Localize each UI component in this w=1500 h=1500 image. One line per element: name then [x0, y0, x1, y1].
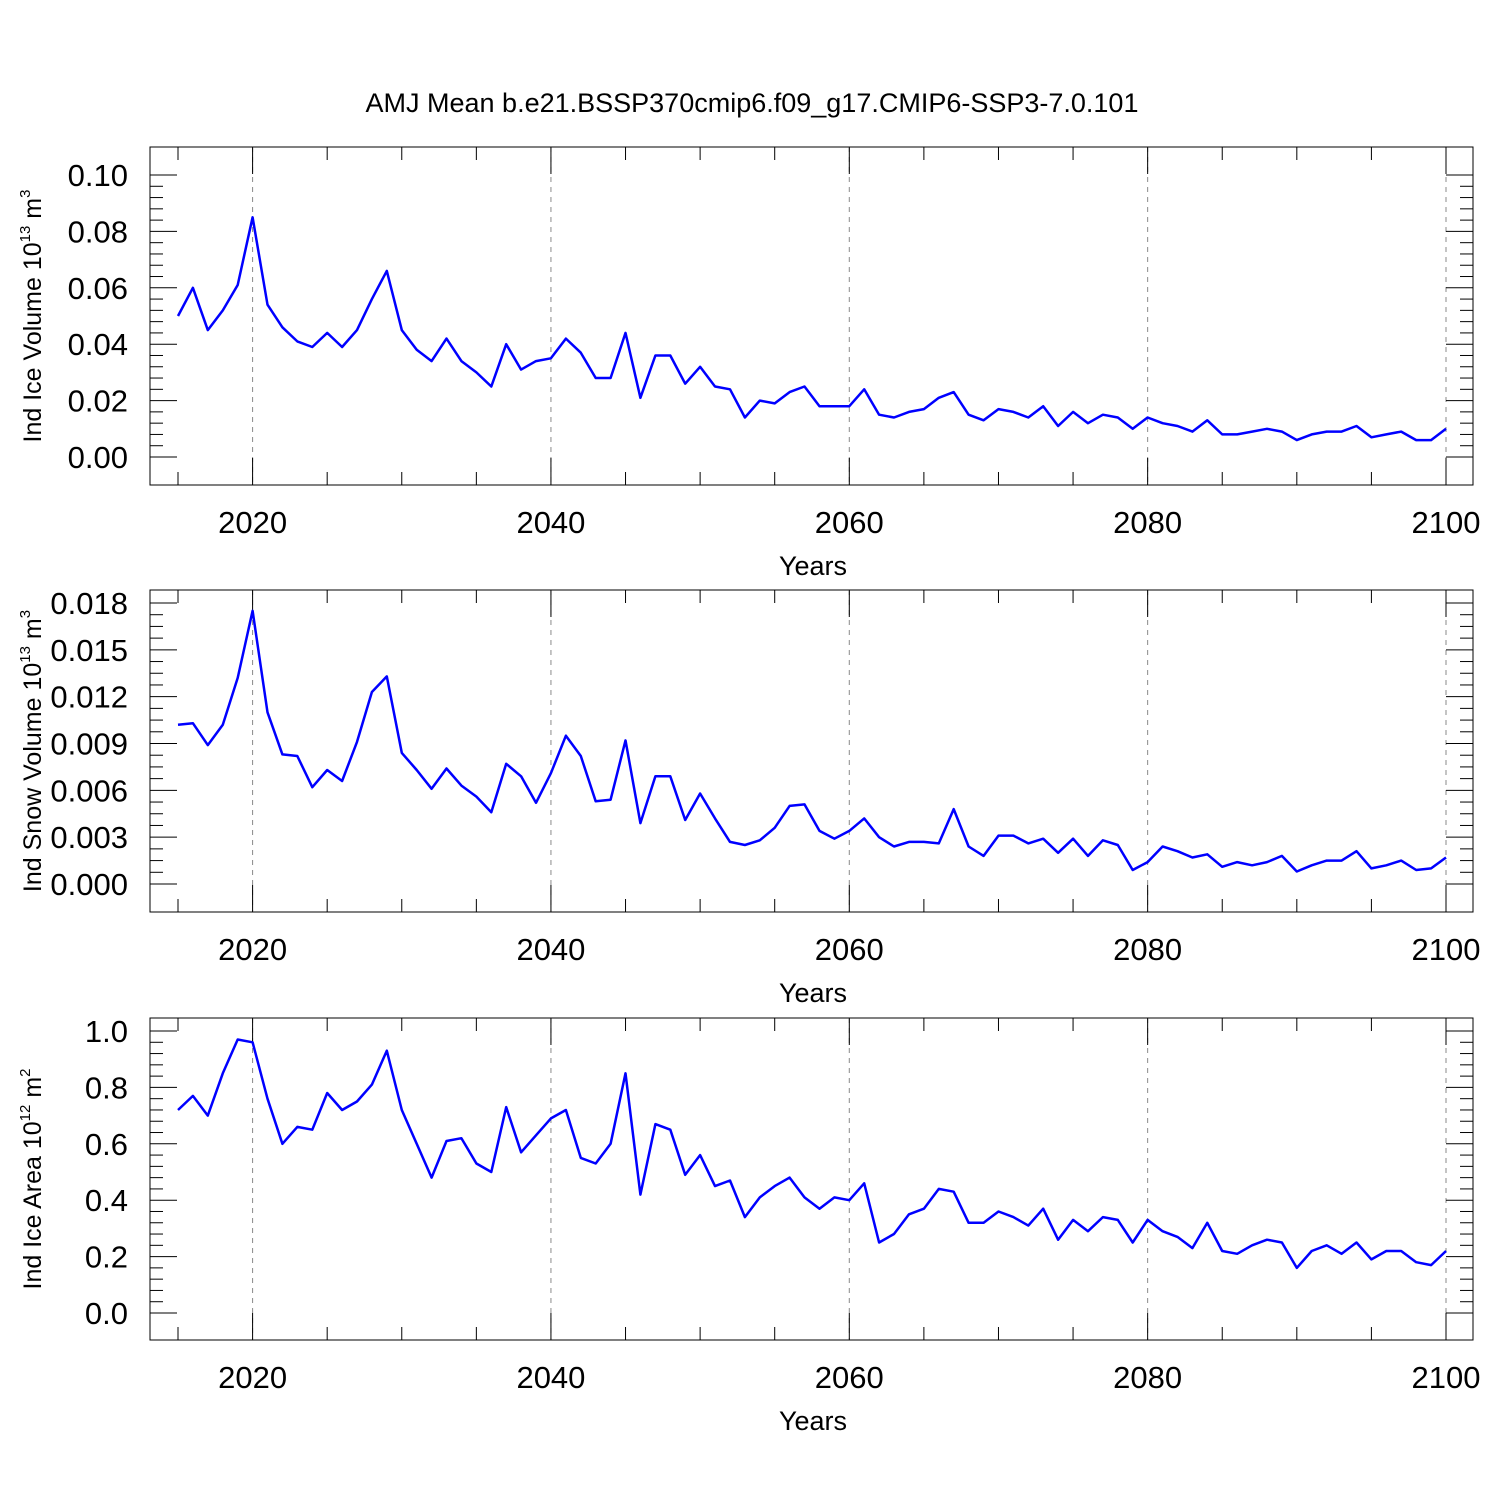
x-tick-label: 2040 — [516, 1360, 585, 1395]
y-tick-label: 0.6 — [85, 1127, 128, 1162]
y-tick-label: 0.4 — [85, 1183, 128, 1218]
plot-frame — [149, 589, 1474, 913]
y-tick-label: 0.0 — [85, 1296, 128, 1331]
y-tick-label: 1.0 — [85, 1014, 128, 1049]
x-axis-label: Years — [779, 551, 847, 581]
x-axis-label: Years — [779, 978, 847, 1008]
y-tick-label: 0.018 — [50, 586, 128, 621]
y-tick-label: 0.06 — [68, 271, 128, 306]
y-axis-label: Ind Snow Volume 1013 m3 — [17, 610, 47, 892]
x-tick-label: 2080 — [1113, 932, 1182, 967]
plot-frame — [149, 146, 1474, 486]
x-tick-label: 2100 — [1412, 1360, 1481, 1395]
chart-panel-3: 2020 2040 2060 2080 2100 0.0 0.2 0.4 0.6 0.8 1.0 Ye… — [17, 1014, 1480, 1436]
x-tick-label: 2100 — [1412, 932, 1481, 967]
x-tick-label: 2040 — [516, 932, 585, 967]
x-tick-label: 2040 — [516, 505, 585, 540]
chart-panel-1: 2020 2040 2060 2080 2100 0.00 0.02 0.04 0.06 0.08… — [17, 146, 1481, 581]
series-line — [177, 1038, 1447, 1270]
y-tick-label: 0.012 — [50, 680, 128, 715]
y-tick-label: 0.2 — [85, 1240, 128, 1275]
x-axis-label: Years — [779, 1406, 847, 1436]
figure-title: AMJ Mean b.e21.BSSP370cmip6.f09_g17.CMIP… — [366, 88, 1139, 118]
x-tick-label: 2020 — [218, 1360, 287, 1395]
y-tick-label: 0.00 — [68, 440, 128, 475]
y-axis-label: Ind Ice Volume 1013 m3 — [17, 190, 47, 443]
chart-panel-2: 2020 2040 2060 2080 2100 0.000 0.003 0.006 0.009… — [17, 586, 1480, 1008]
y-tick-label: 0.000 — [50, 867, 128, 902]
y-tick-label: 0.015 — [50, 633, 128, 668]
y-tick-label: 0.006 — [50, 773, 128, 808]
y-tick-label: 0.10 — [68, 158, 128, 193]
series-line — [176, 216, 1447, 442]
x-tick-label: 2060 — [815, 1360, 884, 1395]
x-tick-label: 2060 — [815, 932, 884, 967]
y-tick-label: 0.8 — [85, 1070, 128, 1105]
x-tick-label: 2060 — [815, 505, 884, 540]
x-tick-label: 2020 — [218, 932, 287, 967]
x-tick-label: 2020 — [218, 505, 287, 540]
y-tick-label: 0.02 — [68, 384, 128, 419]
y-tick-label: 0.003 — [50, 820, 128, 855]
y-axis-label: Ind Ice Area 1012 m2 — [17, 1069, 47, 1290]
x-tick-label: 2100 — [1412, 505, 1481, 540]
panels: 2020 2040 2060 2080 2100 0.00 0.02 0.04 0.06 0.08… — [17, 146, 1481, 1436]
plot-frame — [149, 1017, 1474, 1341]
x-tick-label: 2080 — [1113, 505, 1182, 540]
y-tick-label: 0.009 — [50, 727, 128, 762]
y-tick-label: 0.04 — [68, 327, 128, 362]
series-line — [177, 609, 1447, 873]
x-tick-label: 2080 — [1113, 1360, 1182, 1395]
y-tick-label: 0.08 — [68, 214, 128, 249]
